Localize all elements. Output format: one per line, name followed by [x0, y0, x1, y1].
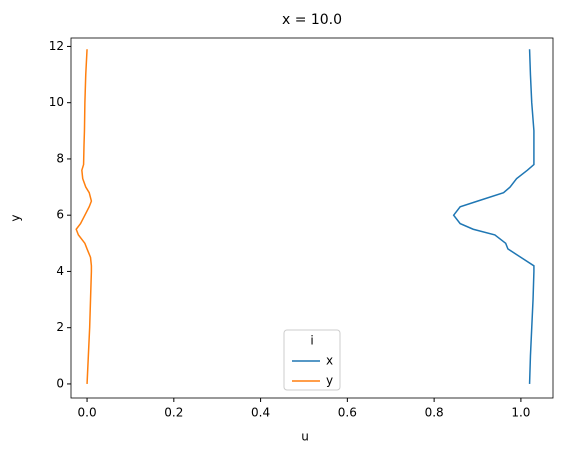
x-tick-label: 0.8 [425, 406, 444, 420]
legend-label: y [326, 374, 333, 388]
y-tick-label: 6 [56, 208, 64, 222]
y-tick-label: 4 [56, 264, 64, 278]
line [452, 49, 535, 384]
y-tick-label: 12 [49, 39, 64, 53]
x-tick-label: 1.0 [511, 406, 530, 420]
y-tick-label: 10 [49, 95, 64, 109]
plot-frame [70, 37, 554, 399]
x-tick-label: 0.0 [78, 406, 97, 420]
y-tick-label: 8 [56, 151, 64, 165]
x-axis-label: u [301, 430, 309, 444]
x-tick-label: 0.6 [338, 406, 357, 420]
chart-title: x = 10.0 [282, 12, 342, 28]
y-tick-label: 0 [56, 376, 64, 390]
legend-label: x [326, 354, 333, 368]
y-axis-label: y [9, 214, 23, 221]
line [75, 49, 93, 384]
legend-box [283, 329, 341, 391]
y-tick-label: 2 [56, 320, 64, 334]
x-tick-label: 0.4 [251, 406, 270, 420]
x-tick-label: 0.2 [164, 406, 183, 420]
legend-title: i [310, 334, 313, 348]
